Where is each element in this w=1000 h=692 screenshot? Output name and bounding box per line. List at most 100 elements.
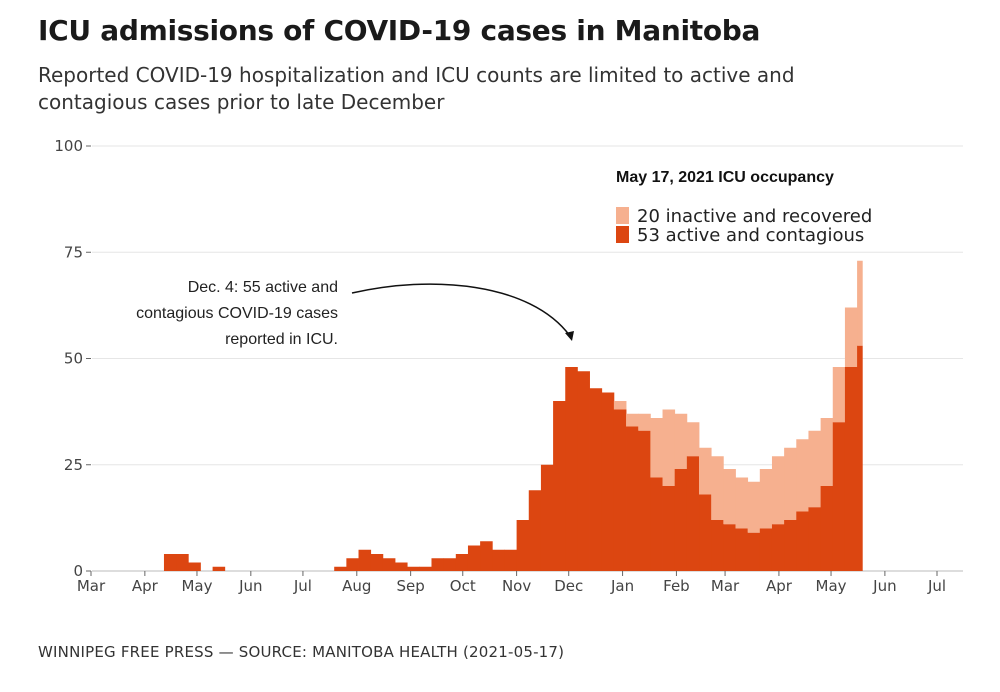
bar-inactive	[723, 469, 736, 525]
bar-active	[577, 371, 590, 571]
annotation-line-3: reported in ICU.	[225, 331, 338, 348]
bar-inactive	[711, 456, 724, 520]
bar-active	[443, 558, 457, 571]
x-tick-label: Apr	[132, 577, 159, 595]
y-tick-label: 100	[54, 137, 83, 155]
bar-active	[589, 388, 603, 571]
bar-active	[844, 367, 858, 571]
bar-active	[212, 566, 226, 571]
bar-active	[820, 486, 834, 571]
x-tick-label: Jul	[293, 577, 312, 595]
bar-active	[395, 562, 408, 571]
bar-active	[370, 554, 384, 571]
bar-active	[771, 524, 785, 571]
legend-swatch-inactive	[616, 207, 629, 224]
bar-active	[674, 469, 688, 571]
bar-active	[796, 511, 809, 571]
bars	[163, 260, 863, 571]
bar-active	[492, 549, 505, 571]
x-tick-label: Jun	[872, 577, 896, 595]
bar-active	[480, 541, 493, 571]
bar-inactive	[832, 367, 846, 423]
bar-active	[163, 554, 177, 571]
bar-inactive	[784, 447, 797, 520]
bar-active	[601, 392, 615, 571]
bar-active	[188, 562, 201, 571]
bar-active	[407, 566, 420, 571]
bar-active	[747, 532, 761, 571]
source-footer: WINNIPEG FREE PRESS — SOURCE: MANITOBA H…	[38, 643, 565, 661]
bar-inactive	[699, 447, 712, 495]
legend-label-active: 53 active and contagious	[637, 225, 864, 246]
bar-active	[504, 549, 518, 571]
bar-inactive	[771, 456, 785, 525]
bar-active	[626, 426, 639, 571]
bar-active	[857, 345, 863, 571]
bar-active	[662, 486, 676, 571]
x-tick-label: Aug	[342, 577, 371, 595]
bar-inactive	[808, 430, 822, 508]
bar-active	[528, 490, 542, 571]
x-tick-label: Jul	[927, 577, 946, 595]
bar-inactive	[820, 418, 834, 486]
bar-inactive	[626, 413, 639, 427]
x-tick-label: Dec	[554, 577, 583, 595]
bar-inactive	[759, 469, 773, 529]
bar-active	[832, 422, 846, 571]
bar-active	[334, 566, 347, 571]
chart-subtitle: Reported COVID-19 hospitalization and IC…	[38, 63, 795, 114]
bar-inactive	[844, 307, 858, 367]
bar-active	[176, 554, 189, 571]
bar-active	[565, 367, 578, 571]
bar-inactive	[796, 439, 809, 512]
x-tick-label: Feb	[663, 577, 690, 595]
x-tick-label: Apr	[766, 577, 793, 595]
bar-inactive	[674, 413, 688, 469]
annotation-arrow	[351, 283, 571, 337]
legend-title: May 17, 2021 ICU occupancy	[616, 169, 834, 186]
x-tick-label: Mar	[711, 577, 740, 595]
legend-background	[606, 158, 870, 248]
bar-active	[735, 528, 749, 571]
bar-inactive	[613, 401, 627, 410]
x-tick-label: May	[816, 577, 847, 595]
y-tick-label: 75	[64, 243, 83, 261]
x-tick-label: Jun	[238, 577, 262, 595]
y-tick-label: 25	[64, 456, 83, 474]
bar-active	[455, 554, 469, 571]
bar-active	[711, 520, 724, 571]
bar-active	[516, 520, 530, 571]
bar-inactive	[662, 409, 676, 486]
bar-inactive	[686, 422, 700, 457]
legend-label-inactive: 20 inactive and recovered	[637, 206, 872, 227]
annotation-arrowhead-icon	[565, 331, 574, 341]
bar-active	[382, 558, 396, 571]
bar-active	[723, 524, 736, 571]
chart-title: ICU admissions of COVID-19 cases in Mani…	[38, 14, 761, 47]
bar-inactive	[650, 418, 663, 478]
bar-inactive	[638, 413, 651, 431]
legend: May 17, 2021 ICU occupancy 20 inactive a…	[606, 158, 872, 248]
bar-active	[358, 549, 372, 571]
bar-active	[613, 409, 627, 571]
bar-inactive	[747, 481, 761, 533]
bar-active	[553, 401, 566, 571]
axes: 0 25 50 75 100 Mar Apr May Jun Jul Aug Sep Oct Nov Dec…	[54, 137, 946, 595]
bar-active	[808, 507, 822, 571]
x-tick-label: Mar	[77, 577, 106, 595]
bar-active	[346, 558, 359, 571]
annotation-line-2: contagious COVID-19 cases	[136, 305, 338, 322]
annotation-line-1: Dec. 4: 55 active and	[188, 279, 338, 296]
bar-active	[650, 477, 663, 571]
bar-active	[638, 430, 651, 571]
bar-active	[699, 494, 712, 571]
bar-active	[467, 545, 481, 571]
bar-inactive	[735, 477, 749, 529]
y-tick-label: 0	[73, 562, 83, 580]
bar-active	[431, 558, 445, 571]
y-tick-label: 50	[64, 350, 83, 368]
x-tick-label: Sep	[396, 577, 424, 595]
x-tick-label: May	[181, 577, 212, 595]
